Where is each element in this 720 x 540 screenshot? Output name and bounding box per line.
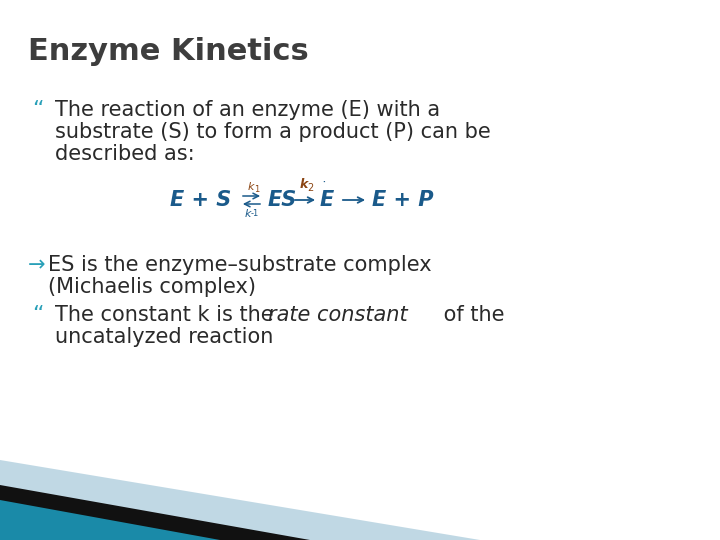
- Text: substrate (S) to form a product (P) can be: substrate (S) to form a product (P) can …: [55, 122, 491, 142]
- Text: E: E: [320, 190, 334, 210]
- Text: The reaction of an enzyme (E) with a: The reaction of an enzyme (E) with a: [55, 100, 440, 120]
- Text: k: k: [300, 179, 308, 192]
- Text: k: k: [248, 182, 254, 192]
- Text: uncatalyzed reaction: uncatalyzed reaction: [55, 327, 274, 347]
- Text: ES: ES: [268, 190, 297, 210]
- Text: k: k: [245, 209, 251, 219]
- Text: “: “: [32, 305, 43, 325]
- Text: ˙: ˙: [320, 182, 327, 196]
- Text: of the: of the: [437, 305, 505, 325]
- Text: 1: 1: [254, 186, 259, 194]
- Text: Enzyme Kinetics: Enzyme Kinetics: [28, 37, 309, 66]
- Text: “: “: [32, 100, 43, 120]
- Text: ES is the enzyme–substrate complex: ES is the enzyme–substrate complex: [48, 255, 431, 275]
- Text: E + P: E + P: [372, 190, 433, 210]
- Text: →: →: [28, 255, 45, 275]
- Polygon shape: [0, 485, 310, 540]
- Text: -1: -1: [251, 210, 259, 219]
- Polygon shape: [0, 460, 480, 540]
- Polygon shape: [0, 500, 220, 540]
- Text: described as:: described as:: [55, 144, 194, 164]
- Text: E + S: E + S: [170, 190, 231, 210]
- Text: The constant k is the: The constant k is the: [55, 305, 280, 325]
- Text: rate constant: rate constant: [268, 305, 408, 325]
- Text: (Michaelis complex): (Michaelis complex): [48, 277, 256, 297]
- Text: 2: 2: [307, 183, 313, 193]
